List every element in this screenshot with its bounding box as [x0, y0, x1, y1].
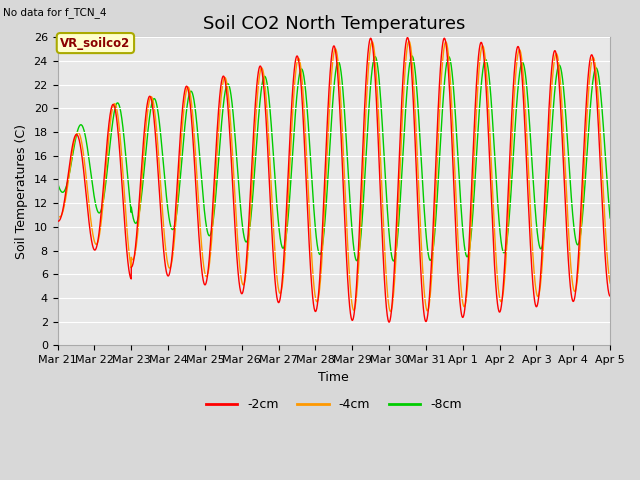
- Legend: -2cm, -4cm, -8cm: -2cm, -4cm, -8cm: [201, 393, 467, 416]
- Y-axis label: Soil Temperatures (C): Soil Temperatures (C): [15, 124, 28, 259]
- X-axis label: Time: Time: [319, 371, 349, 384]
- Title: Soil CO2 North Temperatures: Soil CO2 North Temperatures: [203, 15, 465, 33]
- Text: No data for f_TCN_4: No data for f_TCN_4: [3, 7, 107, 18]
- Text: VR_soilco2: VR_soilco2: [60, 36, 131, 49]
